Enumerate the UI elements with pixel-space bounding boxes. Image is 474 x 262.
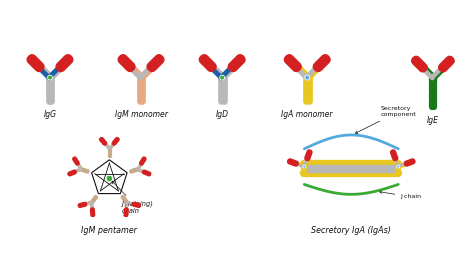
Text: IgA monomer: IgA monomer (282, 110, 333, 119)
Text: IgM pentamer: IgM pentamer (82, 226, 137, 235)
Text: IgE: IgE (427, 116, 439, 125)
Text: IgG: IgG (44, 110, 56, 119)
Text: IgD: IgD (216, 110, 228, 119)
Circle shape (220, 75, 225, 80)
Circle shape (303, 165, 306, 168)
Text: IgM monomer: IgM monomer (115, 110, 167, 119)
Circle shape (106, 175, 112, 182)
Text: J (Joining)
chain: J (Joining) chain (112, 181, 153, 214)
Text: Secretory
component: Secretory component (355, 106, 416, 133)
Text: Secretory IgA (IgAs): Secretory IgA (IgAs) (311, 226, 391, 235)
Circle shape (47, 75, 53, 80)
Circle shape (397, 165, 400, 168)
Text: J chain: J chain (380, 191, 421, 199)
Circle shape (305, 75, 310, 80)
